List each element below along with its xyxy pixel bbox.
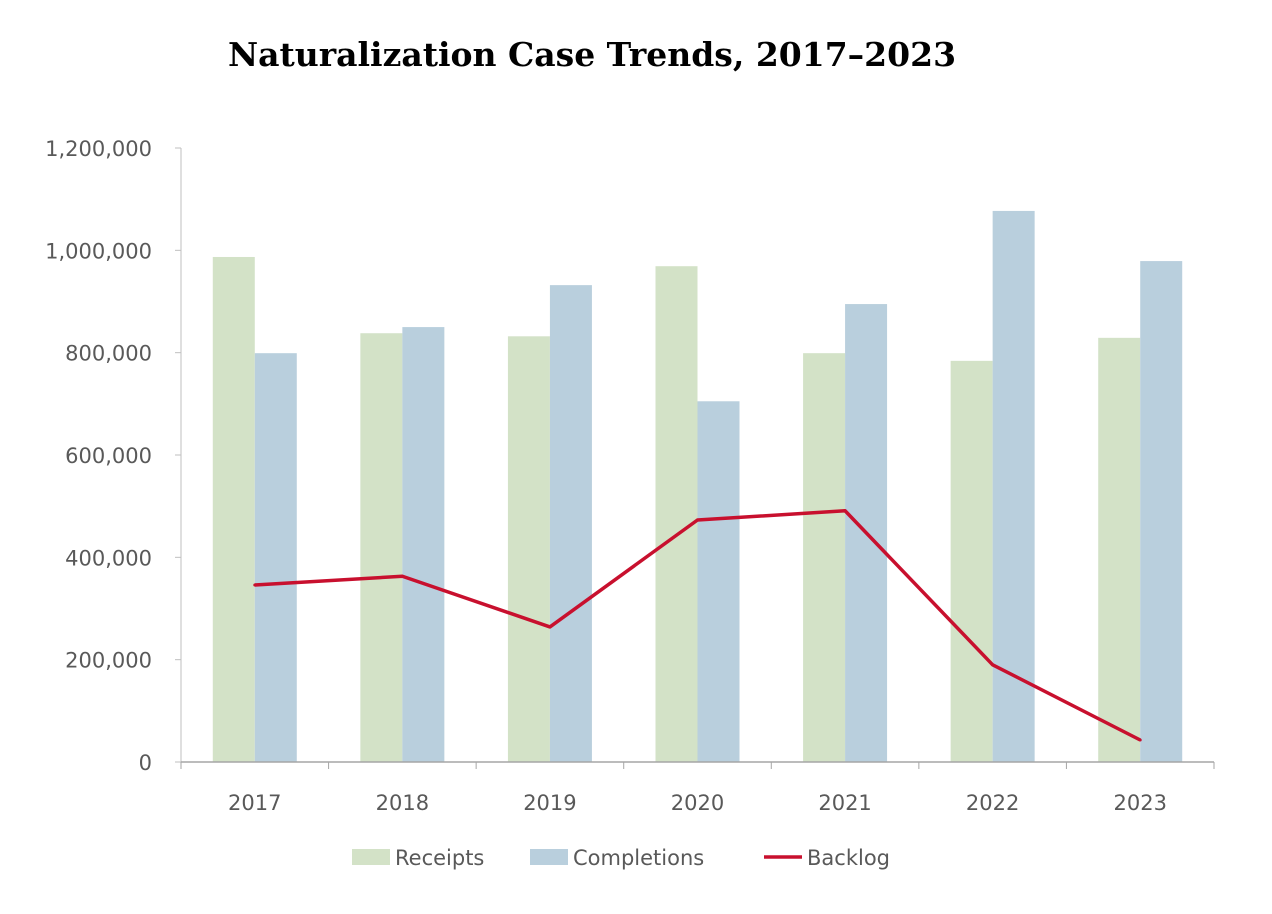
y-tick-label: 800,000 xyxy=(65,342,152,366)
legend: Receipts Completions Backlog xyxy=(352,846,890,870)
bar-completions-2017 xyxy=(254,353,297,762)
y-tick-label: 1,200,000 xyxy=(45,137,152,161)
point-backlog-2021 xyxy=(843,509,847,513)
legend-swatch-receipts xyxy=(352,849,390,865)
x-tick-label: 2021 xyxy=(818,791,871,815)
bar-receipts-2017 xyxy=(212,256,255,762)
point-backlog-2017 xyxy=(253,583,257,587)
legend-label-backlog: Backlog xyxy=(807,846,890,870)
y-axis: 0 200,000 400,000 600,000 800,000 1,000,000 1,… xyxy=(45,137,181,775)
y-tick-label: 0 xyxy=(139,751,152,775)
y-tick-label: 600,000 xyxy=(65,444,152,468)
bar-receipts-2019 xyxy=(507,336,550,762)
point-backlog-2023 xyxy=(1138,738,1142,742)
point-backlog-2018 xyxy=(400,574,404,578)
bar-completions-2022 xyxy=(992,210,1035,762)
bar-receipts-2023 xyxy=(1098,337,1141,762)
y-tick-label: 200,000 xyxy=(65,649,152,673)
x-tick-label: 2019 xyxy=(523,791,576,815)
bar-receipts-2018 xyxy=(360,333,403,762)
x-tick-label: 2022 xyxy=(966,791,1019,815)
x-tick-label: 2023 xyxy=(1113,791,1166,815)
legend-label-receipts: Receipts xyxy=(395,846,484,870)
bar-completions-2018 xyxy=(402,327,445,762)
x-tick-label: 2020 xyxy=(671,791,724,815)
point-backlog-2020 xyxy=(696,518,699,522)
bar-receipts-2022 xyxy=(950,360,993,762)
bar-completions-2020 xyxy=(697,401,740,762)
bar-receipts-2020 xyxy=(655,266,698,762)
x-tick-label: 2018 xyxy=(376,791,429,815)
y-tick-label: 400,000 xyxy=(65,546,152,570)
chart-title: Naturalization Case Trends, 2017–2023 xyxy=(228,35,956,74)
bar-completions-2019 xyxy=(549,285,592,762)
legend-label-completions: Completions xyxy=(573,846,704,870)
bars xyxy=(212,210,1183,762)
bar-completions-2023 xyxy=(1140,261,1183,762)
axes xyxy=(180,148,1215,769)
point-backlog-2019 xyxy=(548,625,552,629)
y-tick-label: 1,000,000 xyxy=(45,239,152,263)
x-axis: 2017 2018 2019 2020 2021 2022 2023 xyxy=(228,791,1167,815)
point-backlog-2022 xyxy=(991,663,995,667)
backlog-line-group xyxy=(253,509,1142,742)
bar-receipts-2021 xyxy=(803,353,846,762)
x-tick-label: 2017 xyxy=(228,791,281,815)
legend-swatch-completions xyxy=(530,849,568,865)
